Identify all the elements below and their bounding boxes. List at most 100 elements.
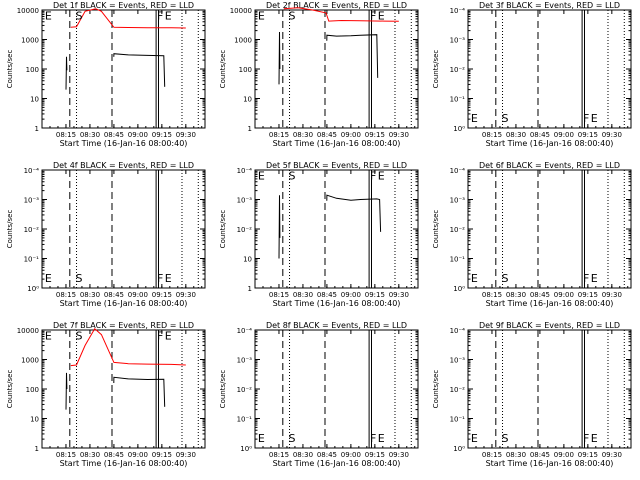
event-annotation: E [591, 272, 598, 285]
x-tick-label: 09:00 [128, 451, 148, 459]
events-series-line [278, 195, 281, 259]
event-annotation: F [583, 272, 589, 285]
event-annotation: E [258, 432, 265, 445]
plot-frame [467, 329, 632, 449]
panel-title: Det 8f BLACK = Events, RED = LLD [266, 321, 407, 330]
y-tick-label: 100 [239, 66, 252, 74]
x-tick-label: 08:45 [104, 451, 124, 459]
x-tick-label: 08:15 [269, 451, 289, 459]
x-tick-label: 09:00 [554, 291, 574, 299]
x-tick-label: 09:15 [152, 291, 172, 299]
x-axis-label: Start Time (16-Jan-16 08:00:40) [273, 139, 401, 148]
x-tick-label: 09:15 [365, 291, 385, 299]
y-axis-label: Counts/sec [432, 50, 440, 89]
y-axis-label: Counts/sec [6, 210, 14, 249]
chart-panel-2: Det 2f BLACK = Events, RED = LLD 1 10 100 10… [219, 1, 419, 148]
x-tick-label: 09:30 [602, 291, 622, 299]
x-tick-label: 09:15 [365, 131, 385, 139]
x-tick-label: 09:15 [578, 291, 598, 299]
y-tick-label: 10⁻¹ [450, 256, 466, 264]
y-axis-label: Counts/sec [6, 370, 14, 409]
event-annotation: E [591, 112, 598, 125]
x-tick-label: 08:45 [530, 451, 550, 459]
chart-panel-8: Det 8f BLACK = Events, RED = LLD 10⁰ 10⁻¹ 1… [219, 321, 419, 468]
event-annotation: F [157, 272, 163, 285]
x-axis-label: Start Time (16-Jan-16 08:00:40) [60, 139, 188, 148]
x-tick-label: 08:45 [317, 451, 337, 459]
x-tick-label: 09:15 [365, 451, 385, 459]
event-annotation: E [471, 112, 478, 125]
event-annotation: S [289, 432, 296, 445]
x-tick-label: 08:30 [293, 131, 313, 139]
y-tick-label: 10⁻² [237, 386, 253, 394]
event-annotation: E [378, 10, 385, 23]
event-annotation: E [165, 10, 172, 23]
y-tick-label: 1000 [21, 37, 39, 45]
y-axis-label: Counts/sec [219, 210, 227, 249]
events-series-line [278, 31, 281, 85]
x-axis-label: Start Time (16-Jan-16 08:00:40) [486, 139, 614, 148]
panel-title: Det 4f BLACK = Events, RED = LLD [53, 161, 194, 170]
y-axis-label: Counts/sec [219, 50, 227, 89]
x-tick-label: 08:45 [317, 291, 337, 299]
x-tick-label: 09:00 [341, 291, 361, 299]
event-annotation: E [258, 10, 265, 23]
events-series-line [326, 34, 379, 78]
x-tick-label: 09:30 [176, 131, 196, 139]
y-tick-label: 10 [243, 96, 252, 104]
y-tick-label: 10⁰ [240, 445, 252, 453]
x-axis-label: Start Time (16-Jan-16 08:00:40) [60, 299, 188, 308]
event-annotation: E [258, 170, 265, 183]
x-tick-label: 09:00 [341, 451, 361, 459]
panel-title: Det 3f BLACK = Events, RED = LLD [479, 1, 620, 10]
events-series-line [113, 53, 166, 87]
panel-title: Det 9f BLACK = Events, RED = LLD [479, 321, 620, 330]
lld-series-line [70, 8, 186, 29]
y-tick-label: 10⁰ [453, 445, 465, 453]
x-tick-label: 08:45 [530, 131, 550, 139]
y-tick-label: 10 [30, 96, 39, 104]
event-annotation: S [502, 432, 509, 445]
y-tick-label: 100 [26, 66, 39, 74]
x-tick-label: 09:15 [152, 451, 172, 459]
x-tick-label: 09:30 [389, 291, 409, 299]
x-tick-label: 08:15 [269, 131, 289, 139]
events-series-line [113, 376, 166, 407]
x-axis-label: Start Time (16-Jan-16 08:00:40) [486, 459, 614, 468]
panel-title: Det 5f BLACK = Events, RED = LLD [266, 161, 407, 170]
y-tick-label: 1 [248, 285, 252, 293]
events-series-line [65, 56, 68, 90]
plot-frame [467, 169, 632, 289]
event-annotation: E [378, 432, 385, 445]
y-tick-label: 10000 [230, 7, 252, 15]
x-axis-label: Start Time (16-Jan-16 08:00:40) [273, 299, 401, 308]
event-annotation: S [502, 112, 509, 125]
x-tick-label: 08:30 [506, 131, 526, 139]
y-tick-label: 10 [243, 256, 252, 264]
x-tick-label: 08:15 [56, 451, 76, 459]
y-tick-label: 10⁻⁴ [450, 327, 466, 335]
x-axis-label: Start Time (16-Jan-16 08:00:40) [486, 299, 614, 308]
x-tick-label: 08:15 [56, 131, 76, 139]
x-tick-label: 09:00 [554, 451, 574, 459]
x-tick-label: 08:30 [293, 451, 313, 459]
lld-series-line [283, 7, 399, 22]
y-tick-label: 10⁻⁴ [24, 167, 40, 175]
y-tick-label: 10⁻³ [450, 37, 466, 45]
lld-series-line [70, 328, 186, 367]
y-tick-label: 100 [26, 386, 39, 394]
x-tick-label: 08:30 [80, 291, 100, 299]
x-tick-label: 08:30 [293, 291, 313, 299]
y-tick-label: 10⁰ [453, 285, 465, 293]
x-tick-label: 08:45 [317, 131, 337, 139]
y-tick-label: 10⁻² [24, 226, 40, 234]
event-annotation: F [157, 10, 163, 23]
panel-title: Det 6f BLACK = Events, RED = LLD [479, 161, 620, 170]
event-annotation: S [502, 272, 509, 285]
x-tick-label: 08:30 [80, 131, 100, 139]
x-tick-label: 09:30 [602, 451, 622, 459]
x-axis-label: Start Time (16-Jan-16 08:00:40) [273, 459, 401, 468]
event-annotation: S [76, 272, 83, 285]
y-tick-label: 10000 [17, 327, 39, 335]
